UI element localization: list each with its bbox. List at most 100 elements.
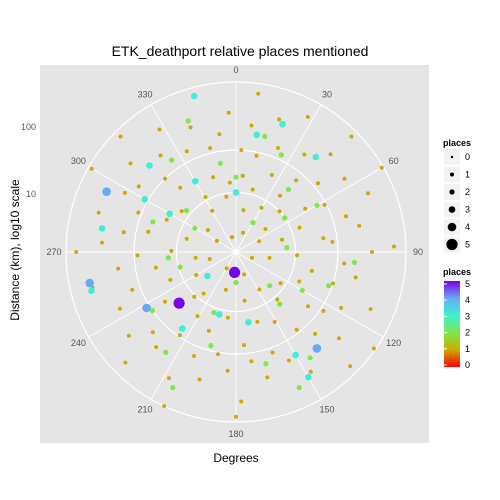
data-point bbox=[286, 358, 291, 363]
data-point bbox=[162, 404, 167, 409]
data-point bbox=[249, 359, 254, 364]
data-point bbox=[371, 346, 376, 351]
data-point bbox=[314, 202, 320, 208]
data-point bbox=[142, 303, 151, 313]
data-point bbox=[307, 355, 313, 361]
data-point bbox=[278, 152, 284, 158]
data-point bbox=[331, 281, 335, 286]
data-point bbox=[154, 345, 159, 350]
radius-tick-label: 10 bbox=[26, 189, 36, 199]
data-point bbox=[285, 186, 292, 193]
data-point bbox=[351, 259, 358, 265]
theta-tick-labels: 0 30 60 90 120 150 180 210 240 270 300 330 bbox=[46, 65, 423, 439]
data-point bbox=[239, 148, 244, 153]
data-point bbox=[210, 208, 215, 213]
data-point bbox=[257, 239, 262, 244]
size-legend-symbol bbox=[446, 238, 458, 251]
data-point bbox=[150, 219, 156, 225]
data-point bbox=[190, 92, 198, 100]
theta-tick-label: 30 bbox=[322, 89, 332, 99]
size-legend-label: 0 bbox=[465, 152, 470, 162]
data-point bbox=[163, 176, 168, 181]
data-point bbox=[263, 227, 268, 231]
data-point bbox=[305, 114, 310, 119]
size-legend: places 0 1 2 3 4 5 bbox=[443, 138, 471, 253]
data-point bbox=[326, 283, 332, 289]
data-point bbox=[253, 131, 260, 139]
data-point bbox=[297, 225, 302, 230]
data-point bbox=[179, 325, 186, 332]
data-point bbox=[277, 117, 282, 122]
data-point bbox=[342, 176, 347, 181]
data-point bbox=[303, 206, 308, 211]
data-point bbox=[168, 277, 173, 282]
size-legend-label: 5 bbox=[465, 240, 470, 250]
data-point bbox=[100, 240, 104, 245]
data-point bbox=[262, 133, 268, 140]
data-point bbox=[193, 255, 198, 260]
theta-tick-label: 180 bbox=[228, 429, 243, 439]
data-point bbox=[128, 161, 133, 166]
data-point bbox=[370, 250, 374, 254]
data-point bbox=[305, 373, 312, 381]
data-point bbox=[270, 350, 275, 355]
data-point bbox=[165, 255, 171, 261]
theta-tick-label: 150 bbox=[319, 405, 334, 415]
data-point bbox=[368, 307, 373, 312]
data-point bbox=[122, 190, 127, 195]
data-point bbox=[279, 120, 286, 128]
grid-spoke bbox=[235, 166, 384, 253]
data-point bbox=[280, 237, 284, 242]
data-point bbox=[295, 253, 300, 258]
size-legend-symbol bbox=[449, 189, 455, 195]
data-point bbox=[177, 333, 182, 338]
data-point bbox=[328, 152, 333, 157]
data-point bbox=[233, 174, 239, 180]
data-point bbox=[163, 299, 167, 304]
data-point bbox=[136, 184, 141, 189]
data-point bbox=[239, 399, 244, 404]
data-point bbox=[217, 160, 223, 166]
data-point bbox=[203, 195, 208, 199]
theta-tick-label: 210 bbox=[137, 405, 152, 415]
radius-tick-label: 100 bbox=[21, 122, 36, 132]
data-point bbox=[184, 149, 189, 154]
size-legend-title: places bbox=[443, 138, 471, 148]
data-point bbox=[184, 236, 189, 241]
data-point bbox=[216, 352, 220, 357]
data-point bbox=[116, 266, 121, 271]
data-point bbox=[217, 132, 222, 137]
data-point bbox=[277, 209, 282, 214]
data-point bbox=[192, 294, 197, 299]
data-point bbox=[242, 298, 247, 303]
data-point bbox=[277, 301, 283, 307]
color-legend-label: 3 bbox=[465, 311, 470, 321]
data-point bbox=[146, 229, 151, 234]
data-point bbox=[250, 220, 256, 226]
data-point bbox=[167, 376, 171, 381]
size-legend-symbol bbox=[448, 206, 456, 213]
data-point bbox=[379, 165, 384, 170]
theta-tick-label: 90 bbox=[413, 247, 423, 257]
data-point bbox=[353, 275, 358, 280]
data-point bbox=[130, 287, 135, 292]
color-legend-label: 5 bbox=[465, 279, 470, 289]
data-point bbox=[348, 364, 353, 369]
data-point bbox=[255, 319, 260, 324]
data-point bbox=[306, 304, 310, 309]
data-point bbox=[322, 202, 327, 207]
data-point bbox=[302, 152, 307, 157]
theta-tick-label: 60 bbox=[389, 156, 399, 166]
data-point bbox=[339, 305, 344, 310]
data-point bbox=[336, 336, 341, 341]
data-point bbox=[357, 223, 362, 228]
data-point bbox=[121, 230, 126, 235]
data-point bbox=[170, 385, 176, 391]
data-point bbox=[265, 375, 270, 380]
data-point bbox=[296, 385, 302, 391]
data-point bbox=[234, 414, 238, 419]
data-point bbox=[282, 215, 288, 221]
data-point bbox=[313, 331, 318, 336]
data-point bbox=[117, 306, 122, 311]
data-point bbox=[153, 265, 158, 270]
